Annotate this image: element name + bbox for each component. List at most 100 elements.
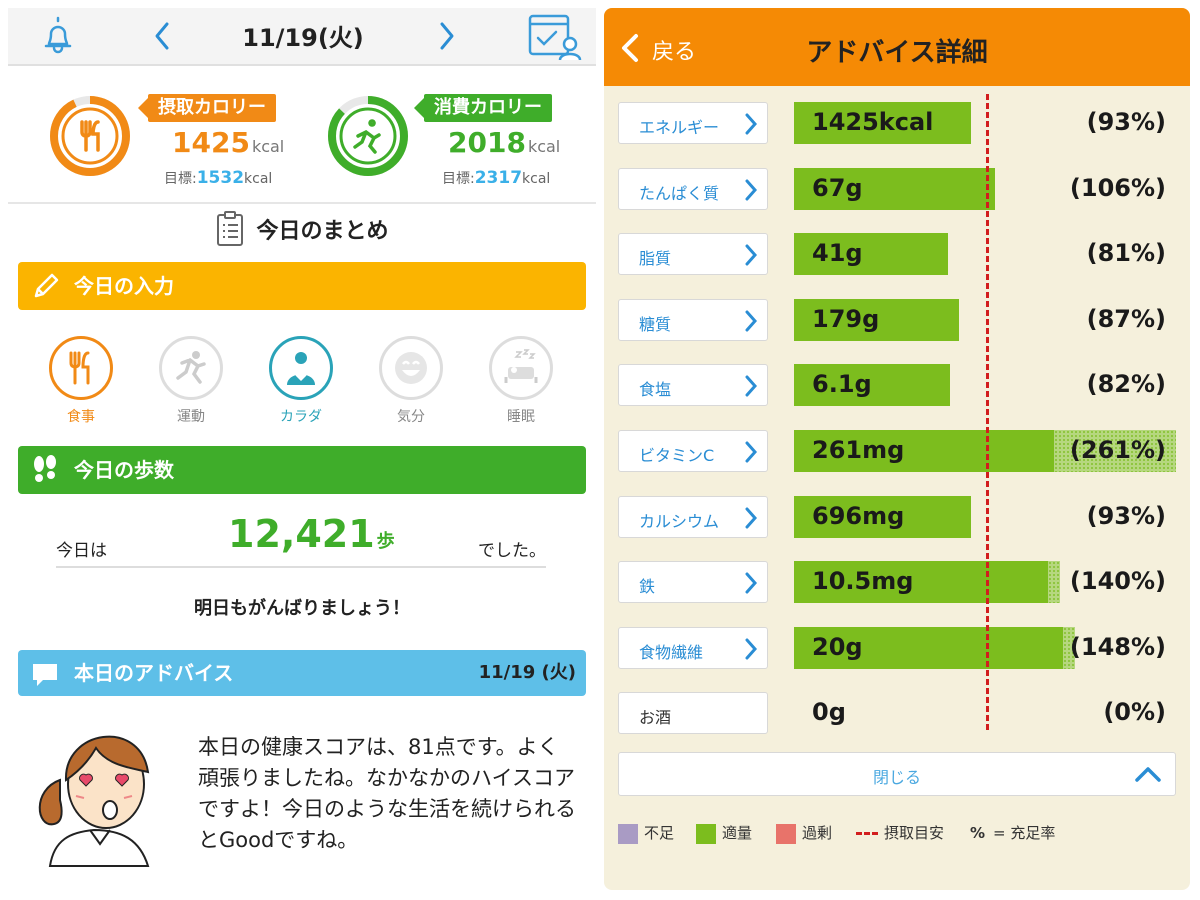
nutrient-row: お酒 0g (0%) — [604, 684, 1190, 744]
advice-detail-header: 戻る アドバイス詳細 — [604, 8, 1190, 86]
nutrient-row: エネルギー 1425kcal (93%) — [604, 94, 1190, 154]
back-button[interactable]: 戻る — [614, 28, 724, 68]
entry-meal-button[interactable]: 食事 — [46, 336, 116, 426]
nutrient-bar — [794, 167, 996, 210]
nutrient-row: 食物繊維 20g (148%) — [604, 619, 1190, 679]
nutrient-name: カルシウム — [639, 511, 720, 531]
entry-meal-label: 食事 — [67, 409, 95, 425]
nutrient-row: 脂質 41g (81%) — [604, 225, 1190, 285]
close-label: 閉じる — [872, 768, 921, 787]
back-label: 戻る — [652, 40, 697, 65]
intake-goal-label: 目標: — [164, 171, 197, 187]
nutrient-percent: (106%) — [1069, 173, 1166, 202]
nutrient-row: カルシウム 696mg (93%) — [604, 488, 1190, 548]
date-navigation-bar: 11/19(火) — [8, 8, 596, 66]
legend-adequate: 適量 — [696, 822, 752, 844]
nutrient-bar — [794, 430, 1054, 472]
burn-goal-label: 目標: — [442, 171, 475, 187]
nutrient-button[interactable]: エネルギー — [618, 102, 768, 144]
nutrient-name: 鉄 — [639, 577, 656, 597]
nutrient-bar — [794, 364, 950, 407]
entry-body-button[interactable]: カラダ — [266, 336, 336, 426]
legend-percent-label: = 充足率 — [993, 824, 1056, 842]
burn-ring-icon — [326, 94, 410, 178]
nutrient-name: たんぱく質 — [639, 183, 720, 203]
nutrient-name: ビタミンC — [639, 446, 715, 465]
nutrient-button[interactable]: 鉄 — [618, 561, 768, 604]
smile-icon — [379, 336, 443, 400]
nutrient-button[interactable]: たんぱく質 — [618, 167, 768, 210]
runner-icon — [159, 336, 223, 400]
nutrient-name: 糖質 — [639, 314, 672, 334]
nutrient-percent: (82%) — [1086, 370, 1166, 399]
nutrient-button[interactable]: 食塩 — [618, 364, 768, 407]
nutrient-value: 261mg — [812, 436, 905, 464]
intake-target-line — [986, 94, 989, 730]
nutrient-button[interactable]: 脂質 — [618, 233, 768, 276]
entry-mood-button[interactable]: 気分 — [376, 336, 446, 426]
chevron-right-icon — [745, 113, 758, 135]
nutrient-button[interactable]: カルシウム — [618, 495, 768, 538]
shortage-swatch — [618, 823, 638, 844]
nutrient-button[interactable]: 糖質 — [618, 298, 768, 341]
summary-title: 今日のまとめ — [256, 219, 389, 244]
legend-target: 摂取目安 — [856, 822, 944, 844]
advice-detail-screen: 戻る アドバイス詳細 エネルギー 1425kcal (93%) たんぱく質 67g (10… — [604, 8, 1190, 890]
entry-mood-label: 気分 — [397, 409, 425, 425]
intake-goal: 目標:1532kcal — [164, 168, 272, 188]
input-section-title: 今日の入力 — [74, 274, 174, 298]
nutrient-value: 67g — [812, 173, 863, 202]
input-section-header: 今日の入力 — [18, 262, 586, 310]
nutrient-name: 脂質 — [639, 249, 672, 269]
nutrient-button[interactable]: 食物繊維 — [618, 626, 768, 669]
legend-percent: % = 充足率 — [970, 822, 1055, 844]
advisor-avatar — [30, 710, 176, 870]
entry-exercise-button[interactable]: 運動 — [156, 336, 226, 426]
steps-suffix: でした。 — [478, 541, 546, 561]
nutrient-name: 食塩 — [639, 380, 672, 400]
nutrient-percent: (87%) — [1086, 304, 1166, 333]
chevron-right-icon — [745, 507, 758, 529]
cheer-message: 明日もがんばりましょう！ — [194, 598, 410, 619]
advice-section-header: 本日のアドバイス 11/19 (火) — [18, 650, 586, 696]
chevron-right-icon — [745, 572, 758, 594]
nutrient-row: 鉄 10.5mg (140%) — [604, 553, 1190, 613]
nutrient-percent: (148%) — [1069, 632, 1166, 661]
footprints-icon — [30, 454, 60, 486]
intake-label: 摂取カロリー — [138, 94, 276, 122]
excess-swatch — [776, 823, 796, 844]
nutrient-bar — [794, 102, 971, 144]
bell-icon[interactable] — [38, 14, 78, 58]
current-date: 11/19(火) — [242, 24, 364, 52]
entry-body-label: カラダ — [280, 409, 322, 425]
legend-shortage: 不足 — [618, 822, 674, 844]
next-day-button[interactable] — [426, 14, 466, 58]
nutrient-row: 糖質 179g (87%) — [604, 291, 1190, 351]
calendar-profile-icon[interactable] — [526, 10, 582, 62]
previous-day-button[interactable] — [143, 14, 183, 58]
chevron-right-icon — [745, 310, 758, 332]
burn-number: 2018 — [448, 126, 526, 159]
nutrient-bar — [794, 495, 971, 538]
steps-value: 12,421 歩 — [228, 512, 395, 556]
steps-row: 今日は 12,421 歩 でした。 — [56, 508, 546, 568]
advice-date: 11/19 (火) — [478, 662, 576, 683]
chevron-right-icon — [745, 638, 758, 660]
clipboard-icon — [215, 210, 245, 248]
intake-goal-value: 1532 — [196, 168, 245, 188]
intake-ring-icon — [48, 94, 132, 178]
chevron-right-icon — [745, 244, 758, 266]
steps-number: 12,421 — [228, 512, 375, 556]
nutrient-bar — [794, 233, 948, 276]
nutrient-value: 41g — [812, 239, 863, 268]
summary-heading: 今日のまとめ — [8, 210, 596, 254]
entry-sleep-button[interactable]: 睡眠 — [486, 336, 556, 426]
intake-unit: kcal — [251, 137, 285, 156]
intake-number: 1425 — [172, 126, 250, 159]
close-button[interactable]: 閉じる — [618, 752, 1176, 796]
entry-sleep-label: 睡眠 — [507, 409, 535, 425]
legend-excess: 過剰 — [776, 822, 832, 844]
nutrient-button[interactable]: ビタミンC — [618, 430, 768, 472]
chevron-right-icon — [745, 441, 758, 463]
target-dash — [856, 832, 878, 835]
